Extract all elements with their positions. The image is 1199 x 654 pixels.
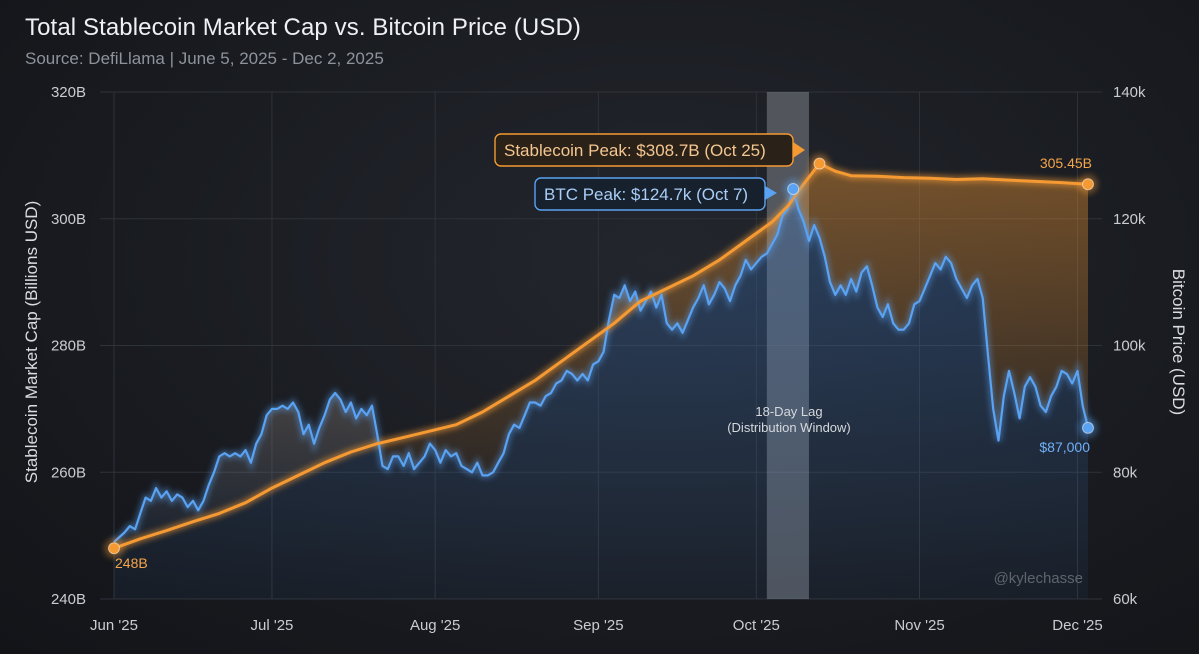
btc-peak-point [787,182,800,195]
stablecoin-start-point [108,542,120,555]
btc-peak-callout: BTC Peak: $124.7k (Oct 7) [534,177,777,211]
stablecoin-line [113,162,1089,550]
left-tick-label: 260B [51,464,86,481]
left-tick-label: 300B [51,211,86,228]
stable-end-label: 305.45B [1040,155,1092,171]
left-tick-label: 240B [51,591,86,608]
x-tick-label: Aug '25 [410,617,460,634]
watermark: @kylechasse [994,570,1083,587]
x-tick-label: Jun '25 [90,617,138,634]
left-axis-title: Stablecoin Market Cap (Billions USD) [22,201,41,484]
lag-label-line2: (Distribution Window) [727,420,851,435]
btc-end-point [1082,421,1094,434]
right-tick-label: 120k [1113,211,1146,228]
x-tick-label: Oct '25 [733,617,780,634]
x-tick-label: Nov '25 [894,617,944,634]
chart-title: Total Stablecoin Market Cap vs. Bitcoin … [25,14,581,41]
left-axis-ticks: 240B 260B 280B 300B 320B [51,84,86,608]
x-tick-label: Sep '25 [573,617,623,634]
btc-end-label: $87,000 [1039,439,1090,455]
x-tick-label: Jul '25 [251,617,294,634]
series-markers [104,153,1098,559]
btc-area [114,189,1088,599]
stablecoin-end-point [1082,178,1094,191]
stablecoin-peak-callout: Stablecoin Peak: $308.7B (Oct 25) [494,133,805,167]
series-areas [114,163,1088,599]
right-axis-title: Bitcoin Price (USD) [1169,269,1188,415]
left-tick-label: 280B [51,338,86,355]
right-tick-label: 80k [1113,464,1138,481]
right-tick-label: 60k [1113,591,1138,608]
x-tick-label: Dec '25 [1052,617,1102,634]
right-axis-ticks: 60k 80k 100k 120k 140k [1113,84,1146,608]
stablecoin-peak-text: Stablecoin Peak: $308.7B (Oct 25) [504,141,766,160]
x-axis-ticks: Jun '25 Jul '25 Aug '25 Sep '25 Oct '25 Nov '… [90,617,1103,634]
right-tick-label: 140k [1113,84,1146,101]
series-lines [111,159,1091,552]
stablecoin-peak-point [813,157,826,170]
lag-label-line1: 18-Day Lag [755,404,822,419]
btc-line [113,187,1090,543]
left-tick-label: 320B [51,84,86,101]
btc-peak-text: BTC Peak: $124.7k (Oct 7) [544,185,748,204]
stable-start-label: 248B [115,555,148,571]
right-tick-label: 100k [1113,338,1146,355]
chart-subtitle: Source: DefiLlama | June 5, 2025 - Dec 2… [25,49,384,68]
